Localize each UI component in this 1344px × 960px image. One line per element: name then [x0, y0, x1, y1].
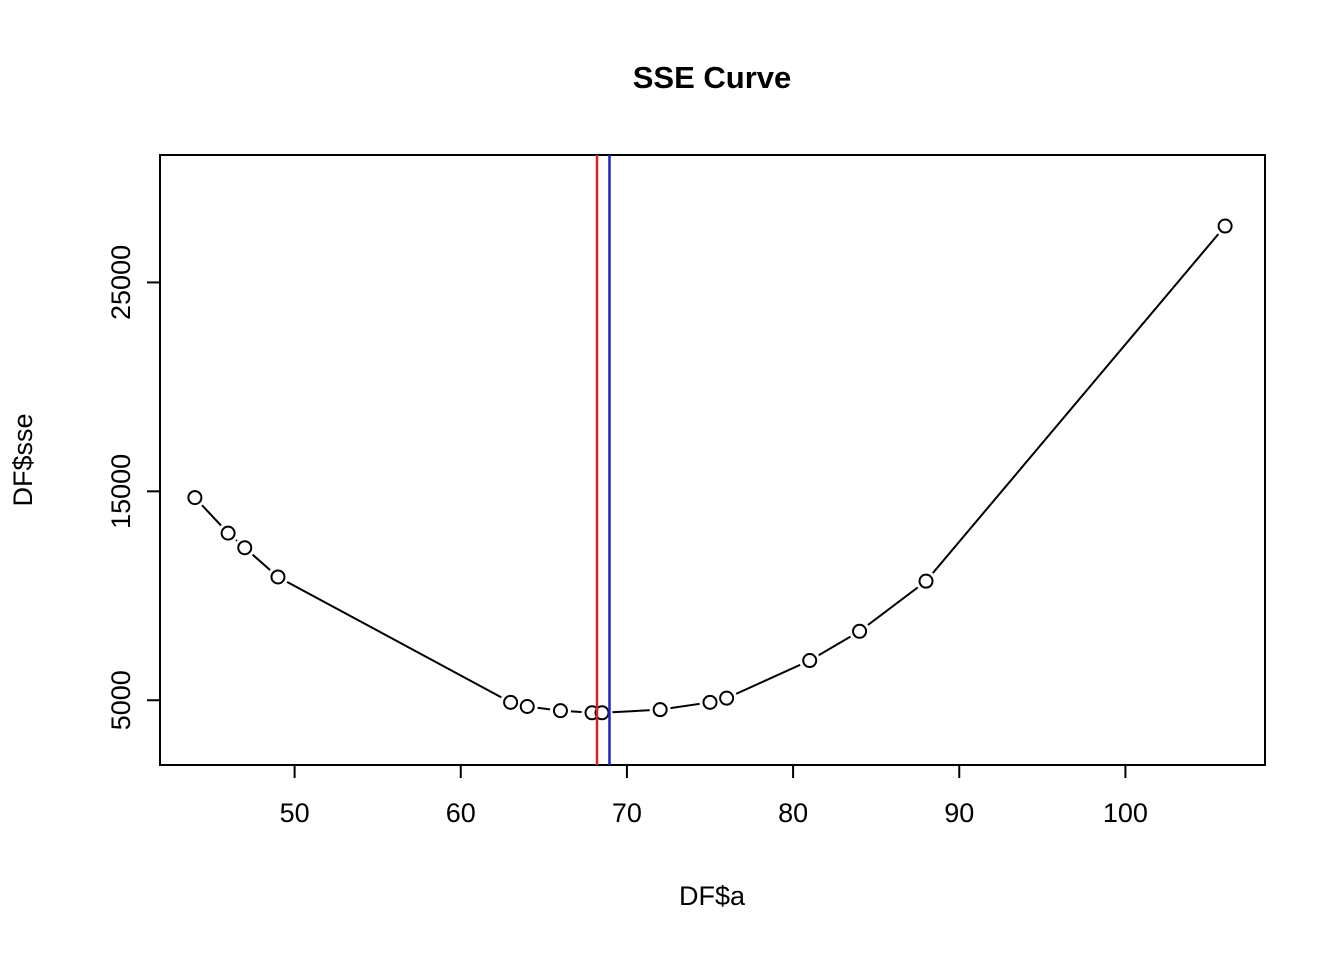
y-tick-label: 5000 — [106, 670, 136, 730]
y-axis-label: DF$sse — [8, 413, 38, 506]
y-tick-label: 25000 — [106, 245, 136, 320]
x-tick-label: 90 — [944, 798, 974, 828]
x-tick-label: 50 — [280, 798, 310, 828]
x-tick-label: 80 — [778, 798, 808, 828]
data-point — [552, 703, 568, 719]
data-point — [1217, 218, 1233, 234]
plot-area: 50 60 70 80 90 100 5000 15000 25000 — [106, 154, 1266, 828]
y-tick-label: 15000 — [106, 454, 136, 529]
data-point — [852, 623, 868, 639]
data-point — [519, 699, 535, 715]
plot-border — [159, 154, 1266, 766]
data-point — [802, 653, 818, 669]
data-point — [702, 694, 718, 710]
data-point — [220, 525, 236, 541]
data-point — [652, 702, 668, 718]
x-tick-label: 100 — [1103, 798, 1148, 828]
data-point — [270, 569, 286, 585]
data-point — [503, 694, 519, 710]
chart-title: SSE Curve — [633, 60, 792, 95]
data-point — [719, 690, 735, 706]
data-point — [918, 573, 934, 589]
x-axis-label: DF$a — [679, 881, 746, 911]
x-tick-label: 60 — [446, 798, 476, 828]
data-point — [187, 490, 203, 506]
series-line — [194, 225, 1226, 714]
data-point — [237, 540, 253, 556]
x-tick-label: 70 — [612, 798, 642, 828]
